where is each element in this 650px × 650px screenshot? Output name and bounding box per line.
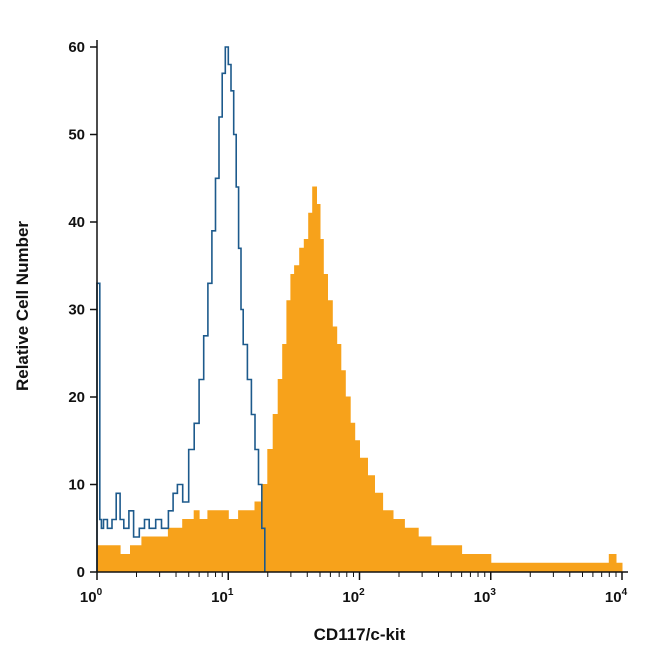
y-tick-label: 50 <box>68 127 85 144</box>
y-tick-label: 20 <box>68 389 85 406</box>
plot-area <box>96 46 623 573</box>
x-tick-label: 101 <box>211 587 234 606</box>
histogram-filled-series <box>96 186 623 573</box>
y-tick-label: 40 <box>68 214 85 231</box>
y-axis-label: Relative Cell Number <box>13 221 32 391</box>
x-tick-label: 100 <box>80 587 103 606</box>
x-tick-label: 102 <box>342 587 365 606</box>
histogram-outline-series <box>96 46 266 572</box>
x-tick-label: 104 <box>605 587 628 606</box>
x-tick-label: 103 <box>474 587 497 606</box>
axes: 0 10 20 30 40 50 60 100 101 102 103 104 <box>68 39 628 606</box>
y-tick-label: 60 <box>68 39 85 56</box>
y-tick-label: 10 <box>68 477 85 494</box>
x-axis-label: CD117/c-kit <box>314 625 406 644</box>
y-tick-label: 0 <box>77 564 85 581</box>
y-tick-label: 30 <box>68 302 85 319</box>
